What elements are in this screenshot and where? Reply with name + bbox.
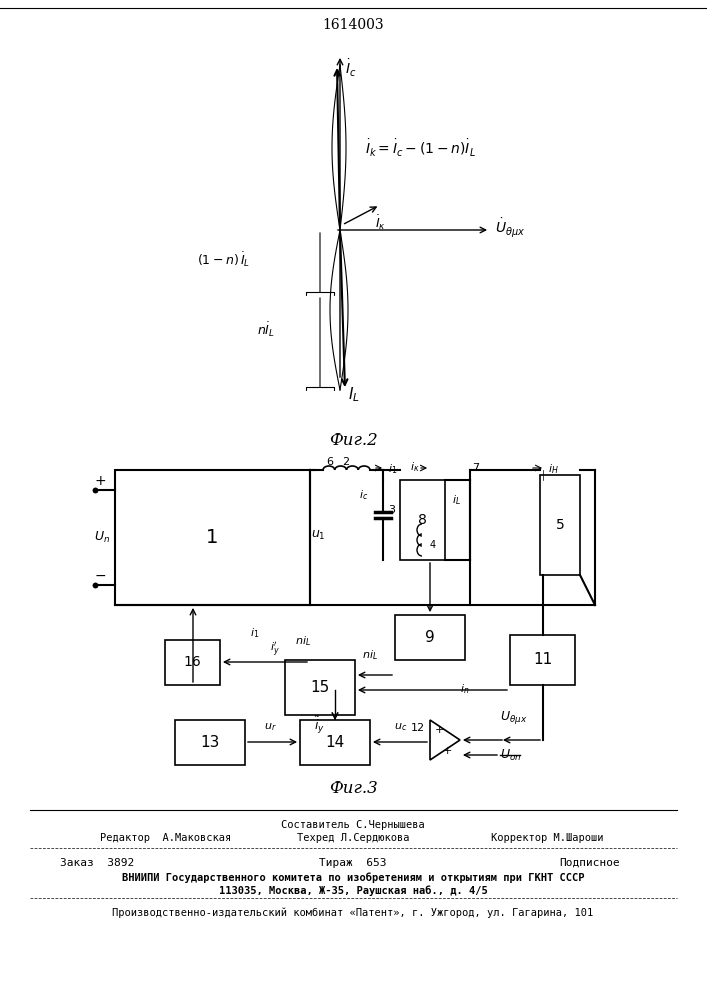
Text: 8: 8 — [418, 513, 427, 527]
Text: $i_\kappa$: $i_\kappa$ — [410, 460, 420, 474]
Text: $u_r$: $u_r$ — [264, 721, 276, 733]
Text: $(1-n)\,\dot{I}_L$: $(1-n)\,\dot{I}_L$ — [197, 251, 250, 269]
Bar — [510, 635, 575, 685]
Text: ВНИИПИ Государственного комитета по изобретениям и открытиям при ГКНТ СССР: ВНИИПИ Государственного комитета по изоб… — [122, 872, 584, 883]
Text: $i_L$: $i_L$ — [452, 493, 461, 507]
Text: Корректор М.Шароши: Корректор М.Шароши — [491, 833, 604, 843]
Text: $ni_L$: $ni_L$ — [362, 648, 378, 662]
Text: 2: 2 — [342, 457, 349, 467]
Text: $U_{on}$: $U_{on}$ — [500, 747, 522, 763]
Text: $ni_L$: $ni_L$ — [295, 634, 311, 648]
Text: $u_c$: $u_c$ — [394, 721, 407, 733]
Bar — [115, 470, 310, 605]
Text: Подписное: Подписное — [559, 858, 620, 868]
Text: 4: 4 — [430, 540, 436, 550]
Text: $i_H$: $i_H$ — [548, 462, 559, 476]
Text: $\tilde{i}_y$: $\tilde{i}_y$ — [315, 715, 325, 736]
Text: $i_1$: $i_1$ — [250, 626, 259, 640]
Text: 5: 5 — [556, 518, 564, 532]
Text: Редактор  А.Маковская: Редактор А.Маковская — [100, 833, 231, 843]
Text: $\dot{I}_c$: $\dot{I}_c$ — [345, 58, 356, 79]
Text: 16: 16 — [184, 656, 201, 670]
Text: 13: 13 — [200, 735, 220, 750]
Text: $i_y'$: $i_y'$ — [270, 641, 280, 659]
Text: Заказ  3892: Заказ 3892 — [60, 858, 134, 868]
Text: Тираж  653: Тираж 653 — [320, 858, 387, 868]
Bar — [300, 720, 370, 765]
Text: $\dot{I}_{\kappa}$: $\dot{I}_{\kappa}$ — [375, 213, 386, 232]
Text: −: − — [94, 569, 106, 583]
Bar — [165, 640, 220, 685]
Bar — [285, 660, 355, 715]
Text: 15: 15 — [310, 680, 329, 695]
Text: $U_{\theta\mu x}$: $U_{\theta\mu x}$ — [500, 710, 527, 726]
Text: $I_L$: $I_L$ — [348, 385, 360, 404]
Bar — [540, 475, 580, 575]
Text: 11: 11 — [533, 652, 552, 668]
Text: 14: 14 — [325, 735, 344, 750]
Text: +: + — [443, 746, 452, 756]
Text: $U_n$: $U_n$ — [94, 529, 110, 545]
Text: 3: 3 — [388, 505, 395, 515]
Text: $i_1$: $i_1$ — [388, 462, 397, 476]
Text: Фиг.2: Фиг.2 — [329, 432, 378, 449]
Text: Техред Л.Сердюкова: Техред Л.Сердюкова — [297, 833, 409, 843]
Text: 1: 1 — [206, 528, 218, 547]
Bar — [395, 615, 465, 660]
Text: $i_n$: $i_n$ — [460, 682, 469, 696]
Text: $u_1$: $u_1$ — [310, 528, 325, 542]
Text: $i_c$: $i_c$ — [358, 488, 368, 502]
Text: $\dot{I}_k = \dot{I}_c - (1-n)\dot{I}_L$: $\dot{I}_k = \dot{I}_c - (1-n)\dot{I}_L$ — [365, 137, 476, 159]
Text: Составитель С.Чернышева: Составитель С.Чернышева — [281, 820, 425, 830]
Bar — [400, 480, 445, 560]
Text: 12: 12 — [411, 723, 425, 733]
Text: +: + — [435, 725, 445, 735]
Text: Производственно-издательский комбинат «Патент», г. Ужгород, ул. Гагарина, 101: Производственно-издательский комбинат «П… — [112, 908, 594, 918]
Bar — [175, 720, 245, 765]
Text: Фиг.3: Фиг.3 — [329, 780, 378, 797]
Text: 6: 6 — [327, 457, 334, 467]
Text: 1614003: 1614003 — [322, 18, 384, 32]
Text: 7: 7 — [472, 463, 479, 473]
Text: 9: 9 — [425, 630, 435, 645]
Text: $\dot{U}_{\theta\mu x}$: $\dot{U}_{\theta\mu x}$ — [495, 217, 525, 239]
Text: +: + — [94, 474, 106, 488]
Text: $n\dot{I}_L$: $n\dot{I}_L$ — [257, 321, 275, 339]
Text: 113035, Москва, Ж-35, Раушская наб., д. 4/5: 113035, Москва, Ж-35, Раушская наб., д. … — [218, 885, 487, 896]
